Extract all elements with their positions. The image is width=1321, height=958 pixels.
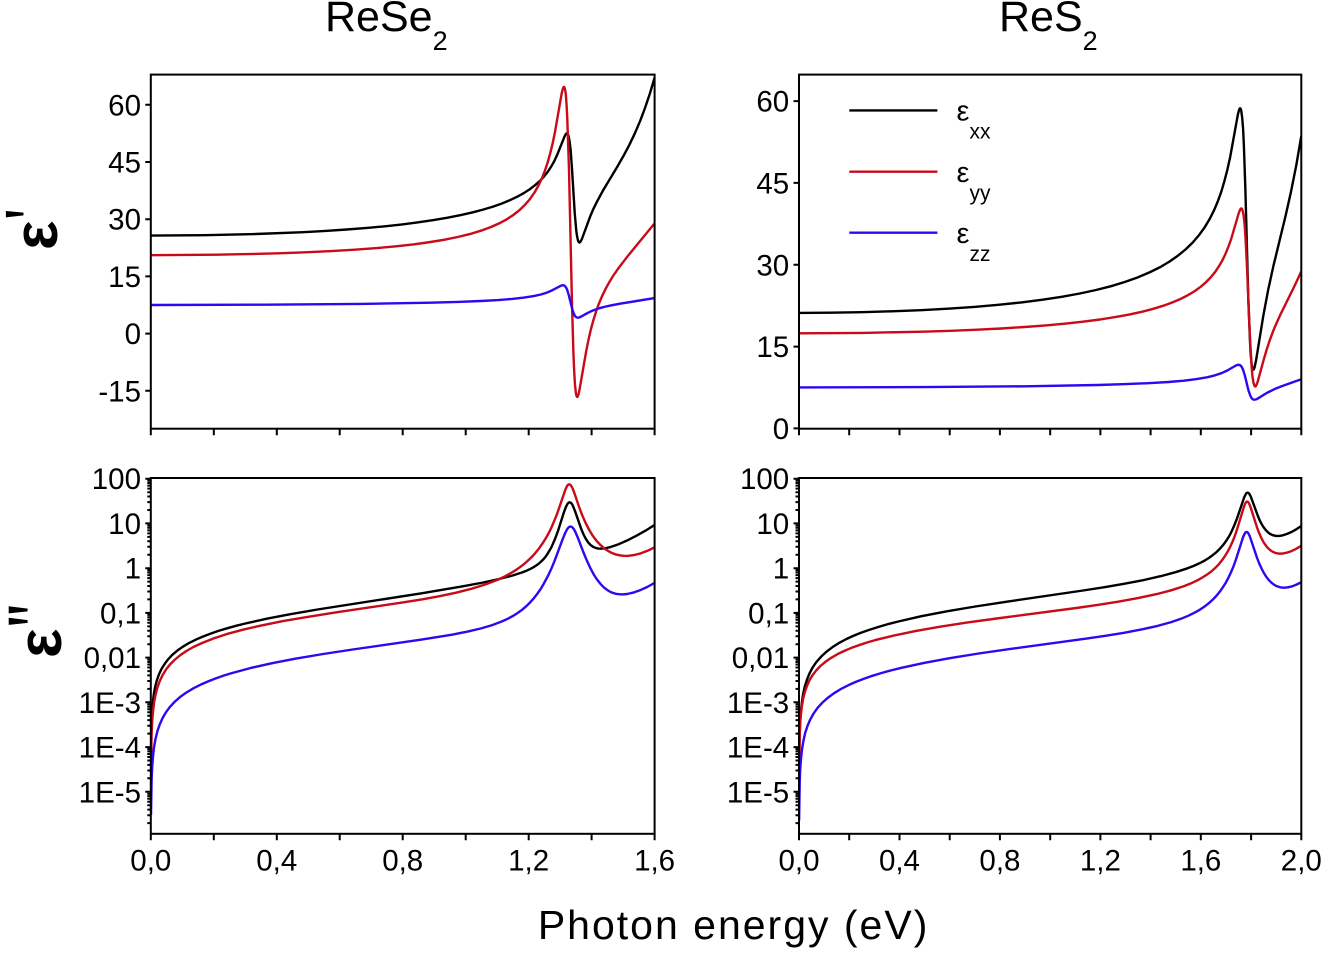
svg-text:45: 45 [756, 167, 789, 200]
svg-text:0,0: 0,0 [778, 844, 819, 877]
svg-text:1E-3: 1E-3 [79, 687, 141, 720]
svg-text:-15: -15 [98, 375, 141, 408]
svg-text:0,01: 0,01 [84, 642, 141, 675]
svg-text:0,1: 0,1 [748, 597, 789, 630]
svg-text:10: 10 [108, 508, 141, 541]
svg-text:10: 10 [756, 508, 789, 541]
svg-text:0,1: 0,1 [100, 597, 141, 630]
svg-text:0,01: 0,01 [732, 642, 789, 675]
svg-text:60: 60 [756, 86, 789, 119]
svg-text:0,4: 0,4 [879, 844, 920, 877]
svg-text:15: 15 [108, 261, 141, 294]
svg-text:1: 1 [125, 553, 141, 586]
svg-text:1,2: 1,2 [1080, 844, 1121, 877]
svg-text:0,0: 0,0 [130, 844, 171, 877]
svg-text:1,6: 1,6 [634, 844, 675, 877]
svg-text:0: 0 [773, 413, 789, 446]
svg-text:1E-3: 1E-3 [727, 687, 789, 720]
svg-text:ε: ε [2, 221, 71, 250]
svg-text:1E-5: 1E-5 [79, 776, 141, 809]
svg-text:2,0: 2,0 [1281, 844, 1321, 877]
svg-text:15: 15 [756, 331, 789, 364]
svg-text:ε: ε [6, 629, 75, 658]
svg-text:0,4: 0,4 [256, 844, 297, 877]
svg-text:0,8: 0,8 [979, 844, 1020, 877]
svg-text:1E-4: 1E-4 [727, 732, 789, 765]
svg-text:1E-4: 1E-4 [79, 732, 141, 765]
svg-text:30: 30 [108, 204, 141, 237]
svg-text:100: 100 [92, 463, 141, 496]
svg-text:1,6: 1,6 [1180, 844, 1221, 877]
svg-text:30: 30 [756, 249, 789, 282]
svg-text:45: 45 [108, 147, 141, 180]
svg-text:100: 100 [740, 463, 789, 496]
svg-text:0,8: 0,8 [382, 844, 423, 877]
svg-text:1E-5: 1E-5 [727, 776, 789, 809]
svg-text:1: 1 [773, 553, 789, 586]
svg-text:60: 60 [108, 89, 141, 122]
svg-text:Photon energy (eV): Photon energy (eV) [538, 902, 930, 948]
svg-text:0: 0 [125, 318, 141, 351]
svg-text:1,2: 1,2 [508, 844, 549, 877]
